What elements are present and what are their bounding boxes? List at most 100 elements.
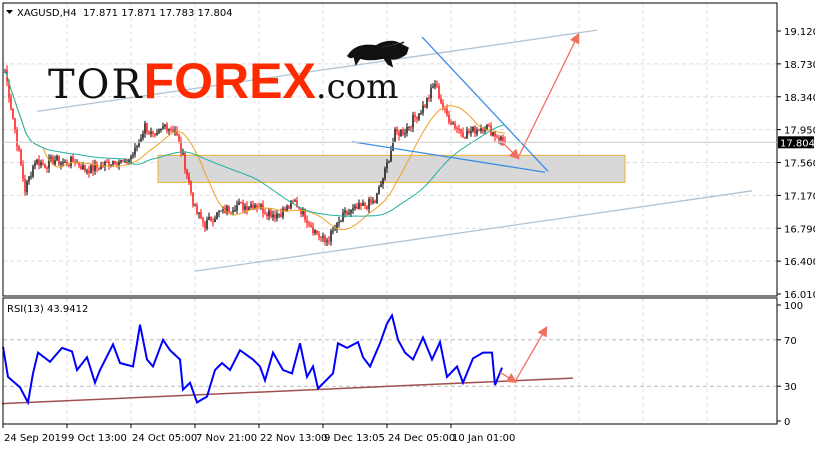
candle-body (156, 132, 158, 136)
candle-body (232, 210, 234, 212)
candle-body (226, 205, 228, 214)
candle-body (442, 102, 444, 108)
candle-body (350, 209, 352, 213)
candle-body (376, 193, 378, 203)
candle-body (386, 162, 388, 169)
candle-body (186, 169, 188, 176)
candle-body (302, 208, 304, 215)
rsi-arrow-up (514, 325, 548, 382)
candle-body (410, 126, 412, 128)
y-tick-label: 16.790 (784, 224, 815, 235)
candle-body (222, 207, 224, 211)
candle-body (166, 124, 168, 131)
candle-body (456, 128, 458, 130)
y-tick-label: 16.010 (784, 290, 815, 301)
candle-body (390, 150, 392, 162)
x-tick-label: 10 Jan 01:00 (452, 433, 515, 444)
candle-body (378, 187, 380, 194)
candle-body (288, 206, 290, 209)
candle-body (398, 131, 400, 136)
candle-body (316, 230, 318, 235)
candle-body (192, 192, 194, 206)
x-tick-label: 22 Nov 13:00 (260, 433, 327, 444)
candle-body (48, 158, 50, 169)
rsi-line (2, 312, 503, 406)
candle-body (334, 229, 336, 231)
candle-body (234, 210, 236, 212)
candle-body (278, 213, 280, 215)
candle-body (450, 122, 452, 125)
candle-body (430, 87, 432, 99)
candle-body (326, 240, 328, 243)
candle-body (434, 84, 436, 87)
candle-body (212, 221, 214, 223)
candle-body (34, 163, 36, 167)
axes: 19.120 18.730 18.340 17.950 17.560 17.170 16.7… (2, 27, 815, 444)
candle-body (190, 182, 192, 193)
rsi-panel (1, 312, 574, 406)
candle-body (210, 216, 212, 222)
candle-body (428, 97, 430, 99)
candle-body (496, 136, 498, 138)
candle-body (162, 126, 164, 129)
candle-body (140, 138, 142, 142)
candle-body (220, 210, 222, 212)
x-tick-label: 9 Oct 13:00 (68, 433, 127, 444)
candle-body (466, 130, 468, 139)
candle-body (360, 203, 362, 206)
logo: TORFOREX.com (48, 52, 398, 109)
main-panel-border (2, 2, 778, 297)
candle-body (502, 136, 504, 142)
candle-body (462, 132, 464, 138)
candle-body (230, 211, 232, 213)
candle-body (266, 213, 268, 217)
candle-body (198, 212, 200, 214)
candle-body (72, 156, 74, 162)
rsi-support-line (1, 377, 574, 405)
candle-body (492, 132, 494, 136)
candle-body (290, 200, 292, 209)
candle-body (382, 178, 384, 185)
candle-body (56, 155, 58, 161)
candle-body (354, 206, 356, 209)
moving-averages (4, 69, 506, 231)
candle-body (458, 128, 460, 130)
candle-body (128, 159, 130, 164)
wedge-upper-line (421, 36, 549, 172)
candle-body (108, 162, 110, 167)
logo-com: .com (315, 67, 399, 107)
wedge-lower-line (351, 141, 546, 173)
candle-body (270, 210, 272, 218)
candle-body (16, 129, 18, 147)
candle-body (346, 210, 348, 215)
candle-body (284, 208, 286, 211)
candle-body (394, 129, 396, 143)
candle-body (206, 219, 208, 229)
rsi-arrow-down (499, 371, 518, 383)
channel-upper-line (36, 29, 598, 112)
arrow-down (499, 139, 520, 160)
candle-body (414, 115, 416, 118)
candle-body (58, 155, 60, 165)
triangle-down-icon[interactable] (6, 10, 13, 14)
candle-body (90, 164, 92, 174)
candle-body (248, 207, 250, 211)
candle-body (300, 208, 302, 215)
candle-body (80, 165, 82, 170)
candle-body (294, 200, 296, 202)
candle-body (82, 165, 84, 170)
candle-body (236, 204, 238, 211)
candle-body (264, 212, 266, 214)
candle-body (136, 146, 138, 148)
candle-body (60, 162, 62, 165)
candle-body (438, 85, 440, 99)
candle-body (208, 216, 210, 220)
rsi-y-tick-label: 0 (784, 417, 790, 428)
candle-body (500, 136, 502, 141)
candle-body (498, 137, 500, 141)
candle-body (364, 202, 366, 206)
candle-body (330, 230, 332, 242)
y-tick-label: 17.950 (784, 126, 815, 137)
rsi-label: RSI(13) 43.9412 (7, 304, 88, 315)
